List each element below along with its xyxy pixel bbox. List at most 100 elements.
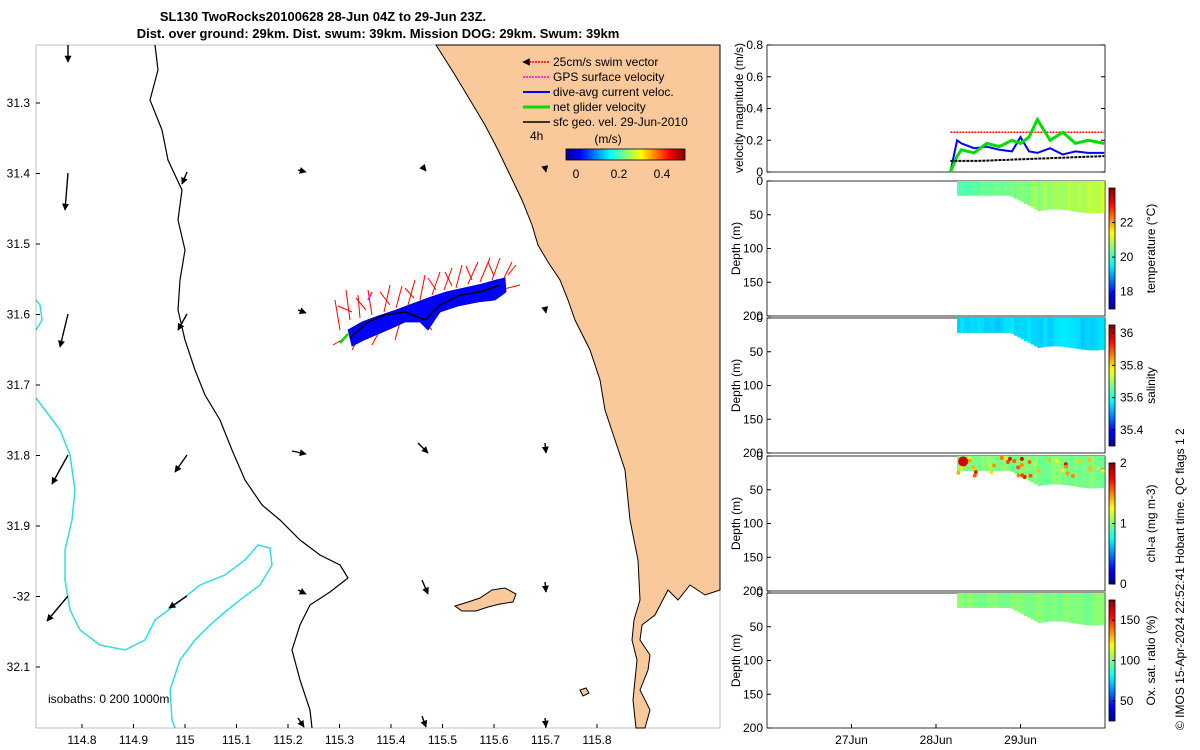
heatmap-cell: [1027, 593, 1032, 618]
heatmap-cell: [1030, 181, 1035, 208]
heatmap-cell: [1064, 318, 1068, 348]
heatmap-cell: [992, 463, 996, 468]
heatmap-cell: [1050, 181, 1055, 210]
heatmap-cell: [1087, 456, 1092, 489]
heatmap-cell: [990, 456, 995, 471]
colorbar-label: salinity: [1144, 367, 1158, 404]
velocity-ylabel: velocity magnitude (m/s): [732, 43, 746, 173]
depth-tick: 0: [756, 586, 763, 600]
heatmap-cell: [973, 593, 978, 608]
depth-tick: 100: [743, 379, 763, 393]
heatmap-cell: [1050, 456, 1055, 485]
heatmap-cell: [1044, 318, 1048, 347]
geo-arrow: [291, 449, 307, 457]
heatmap-cell: [967, 318, 971, 333]
lon-tick-label: 115: [175, 733, 194, 747]
heatmap-cell: [1005, 460, 1010, 464]
heatmap-cell: [977, 318, 982, 333]
heatmap-cell: [1027, 460, 1032, 464]
colorbar-tick-label: 35.6: [1120, 391, 1144, 405]
heatmap-cell: [987, 463, 992, 468]
heatmap-cell: [1040, 318, 1045, 348]
heatmap-cell: [1027, 181, 1032, 206]
lat-tick-label: 31.6: [7, 308, 31, 322]
lat-tick-label: 31.3: [7, 96, 31, 110]
heatmap-cell: [987, 593, 992, 608]
lon-tick-label: 115.2: [273, 733, 302, 747]
heatmap-cell: [1046, 457, 1051, 462]
heatmap-cell: [1003, 455, 1008, 460]
heatmap-cell: [1100, 318, 1105, 350]
geo-arrow: [46, 595, 69, 622]
time-axis: 27Jun 28Jun 29Jun: [835, 724, 1037, 747]
heatmap-cell: [1094, 456, 1098, 489]
heatmap-cell: [1090, 318, 1095, 351]
lon-tick-label: 115.7: [531, 733, 560, 747]
figure-title-line1: SL130 TwoRocks20100628 28-Jun 04Z to 29-…: [160, 9, 486, 24]
glider-path-line: [349, 284, 501, 339]
heatmap-cell: [1054, 458, 1059, 463]
colorbar-tick: 0: [573, 167, 580, 181]
heatmap-cell: [993, 181, 998, 196]
heatmap-cell: [1054, 456, 1058, 485]
heatmap-cell: [1100, 181, 1105, 213]
heatmap-cell: [997, 593, 1002, 608]
lat-tick-label: 31.8: [7, 449, 31, 463]
heatmap-cell: [1000, 456, 1005, 471]
depth-tick: 0: [756, 311, 763, 325]
heatmap-cell: [1034, 318, 1038, 347]
heatmap-cell: [1054, 593, 1058, 622]
heatmap-cell: [1007, 181, 1012, 196]
velocity-ytick: 0.6: [746, 70, 763, 84]
heatmap-cell: [1047, 318, 1052, 347]
net-velocity-marker: [339, 333, 349, 344]
heatmap-cell: [1084, 593, 1088, 625]
depth-tick: 100: [743, 654, 763, 668]
island-small: [579, 687, 590, 697]
heatmap-cell: [1024, 181, 1028, 204]
land-mass: [435, 44, 721, 729]
credit-text: © IMOS 15-Apr-2024 22:52:41 Hobart time.…: [1173, 428, 1187, 730]
heatmap-cell: [1024, 456, 1028, 479]
heatmap-cell: [977, 593, 982, 608]
colorbar-unit: (m/s): [594, 132, 621, 146]
lon-tick-label: 115.6: [479, 733, 508, 747]
heatmap-cell: [1012, 459, 1017, 464]
heatmap-cell: [1037, 181, 1042, 211]
heatmap-cell: [1044, 456, 1048, 485]
heatmap-cell: [1080, 181, 1085, 213]
heatmap-cell: [1094, 593, 1098, 626]
colorbar-tick-label: 36: [1120, 326, 1134, 340]
heatmap-cell: [973, 181, 978, 196]
depth-tick: 0: [756, 449, 763, 463]
heatmap-cell: [980, 181, 985, 196]
heatmap-cell: [1034, 181, 1038, 210]
heatmap-cell: [987, 318, 992, 333]
depth-axis-label: Depth (m): [729, 359, 743, 412]
depth-axis-label: Depth (m): [729, 634, 743, 687]
heatmap-cell: [1087, 593, 1092, 626]
heatmap-cell: [1019, 456, 1024, 461]
heatmap-cell: [1034, 456, 1038, 485]
heatmap-cell: [990, 181, 995, 196]
heatmap-cell: [1054, 181, 1058, 210]
heatmap-cell: [1047, 181, 1052, 210]
colorbar-tick: 0.4: [654, 167, 671, 181]
heatmap-cell: [1013, 593, 1018, 611]
isobath-1000m-north: [35, 299, 43, 331]
heatmap-cell: [960, 181, 965, 196]
heatmap-cell: [957, 318, 961, 333]
map-colorbar: [565, 148, 686, 161]
heatmap-cell: [1077, 459, 1082, 463]
velocity-axes: [766, 44, 1106, 173]
heatmap-cell: [1070, 181, 1075, 212]
geo-arrow: [417, 442, 429, 454]
map-frame: [35, 44, 721, 729]
colorbar-tick-label: 22: [1120, 216, 1134, 230]
depth-tick: 100: [743, 517, 763, 531]
heatmap-cell: [1024, 593, 1028, 616]
map-legend: 25cm/s swim vector GPS surface velocity …: [522, 55, 688, 181]
heatmap-cell: [1077, 593, 1082, 625]
profile-panel-2: 0 50 100 150 200 Depth (m) 0 1 2 chl-a (mg m-3): [729, 449, 1158, 598]
velocity-series: [949, 116, 1105, 173]
